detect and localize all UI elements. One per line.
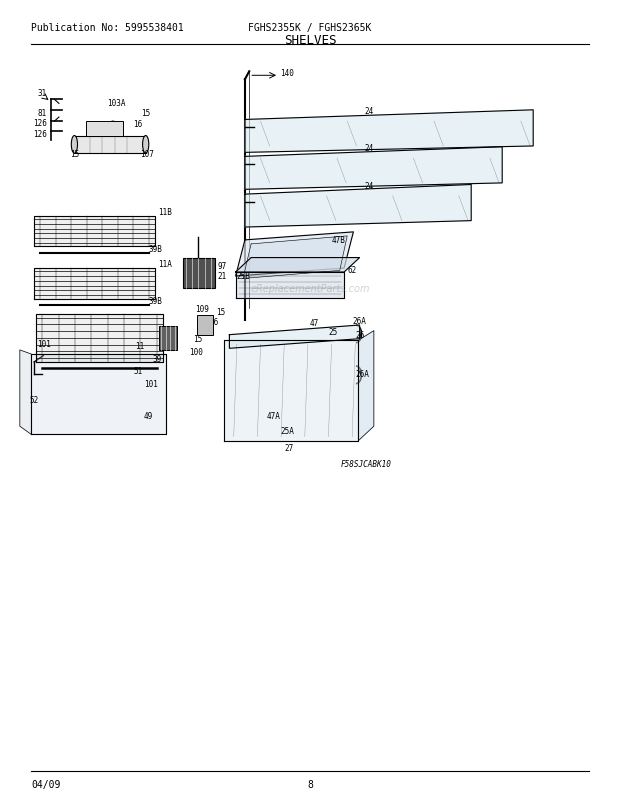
Bar bbox=[159, 326, 177, 350]
Text: 21: 21 bbox=[217, 271, 226, 280]
Text: 47A: 47A bbox=[267, 411, 280, 420]
Text: 27: 27 bbox=[284, 444, 293, 452]
Bar bbox=[74, 136, 146, 154]
Polygon shape bbox=[20, 350, 31, 435]
Polygon shape bbox=[236, 258, 360, 273]
Text: 39B: 39B bbox=[149, 297, 162, 306]
Text: 25B: 25B bbox=[237, 272, 250, 281]
Polygon shape bbox=[243, 237, 347, 279]
Ellipse shape bbox=[143, 136, 149, 154]
Bar bbox=[183, 258, 215, 289]
Text: 103A: 103A bbox=[107, 99, 125, 107]
Text: F58SJCABK10: F58SJCABK10 bbox=[341, 460, 392, 468]
Text: eReplacementParts.com: eReplacementParts.com bbox=[250, 284, 370, 294]
Text: 24: 24 bbox=[365, 181, 374, 190]
Polygon shape bbox=[236, 233, 353, 277]
Text: 52: 52 bbox=[30, 395, 39, 404]
Text: 109: 109 bbox=[195, 304, 209, 313]
Text: FGHS2355K / FGHS2365K: FGHS2355K / FGHS2365K bbox=[249, 23, 371, 33]
Text: 101: 101 bbox=[37, 339, 51, 348]
Text: 26A: 26A bbox=[352, 317, 366, 326]
Polygon shape bbox=[31, 354, 166, 435]
Text: 26: 26 bbox=[356, 330, 365, 339]
Text: 51: 51 bbox=[134, 367, 143, 375]
Text: 04/09: 04/09 bbox=[31, 780, 60, 789]
Text: 11: 11 bbox=[135, 342, 144, 350]
Text: 8: 8 bbox=[307, 780, 313, 789]
Polygon shape bbox=[245, 148, 502, 190]
Text: 140: 140 bbox=[280, 69, 294, 78]
Text: SHELVES: SHELVES bbox=[284, 34, 336, 47]
Text: 24: 24 bbox=[365, 107, 374, 115]
Text: 15: 15 bbox=[193, 334, 203, 343]
Polygon shape bbox=[224, 341, 358, 441]
Text: 15: 15 bbox=[70, 149, 79, 158]
Text: 97: 97 bbox=[217, 261, 226, 270]
Ellipse shape bbox=[71, 136, 78, 154]
Polygon shape bbox=[36, 314, 163, 363]
Text: 100: 100 bbox=[189, 347, 203, 356]
Text: 107: 107 bbox=[141, 149, 154, 158]
Text: Publication No: 5995538401: Publication No: 5995538401 bbox=[31, 23, 184, 33]
Bar bbox=[197, 315, 213, 335]
Text: 26A: 26A bbox=[356, 370, 370, 379]
Polygon shape bbox=[229, 326, 360, 349]
Polygon shape bbox=[358, 331, 374, 441]
Bar bbox=[86, 122, 123, 136]
Text: 49: 49 bbox=[144, 411, 153, 420]
Text: 15: 15 bbox=[141, 108, 151, 117]
Text: 47B: 47B bbox=[332, 235, 345, 244]
Text: 39B: 39B bbox=[149, 245, 162, 253]
Text: 11A: 11A bbox=[158, 260, 172, 269]
Polygon shape bbox=[34, 269, 155, 299]
Polygon shape bbox=[236, 273, 344, 298]
Text: 25: 25 bbox=[329, 327, 338, 336]
Text: 62: 62 bbox=[347, 265, 356, 274]
Text: 16: 16 bbox=[133, 119, 143, 128]
Text: 39: 39 bbox=[153, 354, 162, 363]
Text: 126: 126 bbox=[33, 129, 47, 138]
Text: 24: 24 bbox=[365, 144, 374, 152]
Text: 126: 126 bbox=[33, 119, 47, 128]
Text: 81: 81 bbox=[38, 109, 47, 118]
Polygon shape bbox=[245, 185, 471, 228]
Text: 31: 31 bbox=[38, 89, 46, 98]
Text: 101: 101 bbox=[144, 379, 157, 388]
Polygon shape bbox=[245, 111, 533, 153]
Text: 16: 16 bbox=[210, 318, 219, 326]
Text: 47: 47 bbox=[310, 318, 319, 327]
Polygon shape bbox=[34, 217, 155, 247]
Text: 15: 15 bbox=[216, 307, 225, 316]
Text: 25A: 25A bbox=[280, 426, 294, 435]
Circle shape bbox=[108, 122, 118, 135]
Text: 11B: 11B bbox=[158, 208, 172, 217]
